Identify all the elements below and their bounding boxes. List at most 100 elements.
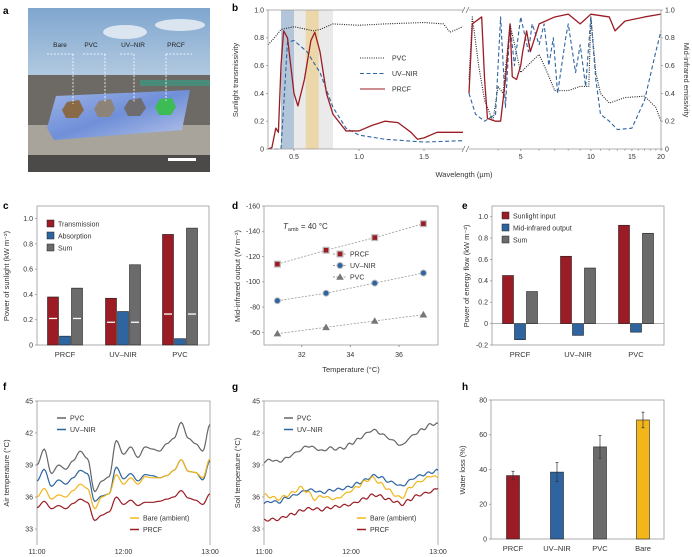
y-tick-label: 80 xyxy=(479,397,487,404)
y-tick-label: -160 xyxy=(246,203,260,210)
bar-Sunlight input xyxy=(502,275,514,324)
y-tick-label: 42 xyxy=(25,430,33,437)
photo-cloud xyxy=(103,25,147,39)
x-tick-label: 13:00 xyxy=(429,549,447,556)
bar-Absorption xyxy=(117,311,129,346)
photo-label: UV–NIR xyxy=(121,42,145,49)
x-tick-label: PRCF xyxy=(503,544,524,553)
y-tick-label: 0.4 xyxy=(254,91,264,98)
legend-label: PVC xyxy=(392,55,406,62)
y-tick-label: 36 xyxy=(25,494,33,501)
axis-break-mark xyxy=(465,145,470,153)
bar-Mid-infrared output xyxy=(514,323,526,340)
photo-sample-pvc xyxy=(94,99,115,117)
bar-Sum xyxy=(526,291,538,324)
series-line-UV–NIR xyxy=(36,459,211,502)
panel-label-b: b xyxy=(232,3,238,14)
data-point-PRCF xyxy=(323,247,329,253)
x-tick-label: 1.0 xyxy=(354,154,364,161)
series-line-Bare (ambient) xyxy=(36,458,211,510)
x-tick-label: UV–NIR xyxy=(543,544,571,553)
y-axis-label: Air temperature (°C) xyxy=(2,439,11,507)
x-axis-label: Wavelength (µm) xyxy=(436,170,493,179)
series-line-right-UV–NIR xyxy=(468,16,662,131)
series-line-PRCF xyxy=(263,487,439,522)
x-tick-label: 5 xyxy=(519,154,523,161)
data-point-UV–NIR xyxy=(372,280,378,286)
legend-marker xyxy=(336,273,344,280)
y-tick-label: 1.0 xyxy=(23,216,33,223)
bar-Sum xyxy=(642,232,654,324)
photo-label: PVC xyxy=(84,42,98,49)
legend-label: PRCF xyxy=(350,251,369,258)
bar-Transmission xyxy=(162,234,174,346)
x-tick-label: Bare xyxy=(635,544,651,553)
series-line-UV–NIR xyxy=(263,468,439,505)
photo-sample-prcf xyxy=(155,98,176,115)
legend-label: Mid-infrared output xyxy=(513,226,572,233)
y-tick-label: 0.6 xyxy=(254,63,264,70)
x-axis-label: Temperature (°C) xyxy=(322,365,380,374)
panel-label-d: d xyxy=(232,201,238,212)
photo-wall xyxy=(28,155,210,172)
annotation-tamb: Tamb = 40 °C xyxy=(283,222,328,233)
x-tick-label: PVC xyxy=(172,350,188,359)
photo-label: PRCF xyxy=(167,42,185,49)
legend-label: PRCF xyxy=(143,527,162,534)
bar-Absorption xyxy=(59,335,71,346)
bar-Sum xyxy=(71,287,83,346)
photo-cloud xyxy=(155,19,205,31)
y-tick-label: 0.6 xyxy=(23,267,33,274)
legend-label: UV–NIR xyxy=(350,263,376,270)
series-line-right-PRCF xyxy=(468,13,662,122)
legend-label: Sum xyxy=(58,246,73,253)
photo-building-roof xyxy=(140,80,210,86)
legend-label: Sunlight input xyxy=(513,214,555,221)
y-tick-label: 0 xyxy=(483,536,487,543)
y-tick-label: 0.6 xyxy=(665,63,675,70)
x-tick-label: 32 xyxy=(298,352,306,359)
y-tick-label: -80 xyxy=(250,304,260,311)
data-point-PVC xyxy=(273,329,282,337)
bar-Sum xyxy=(186,227,198,346)
legend-swatch xyxy=(501,211,510,220)
series-line-Bare (ambient) xyxy=(263,475,439,502)
data-point-UV–NIR xyxy=(274,298,280,304)
series-line-left-PVC xyxy=(267,21,464,46)
legend-label: PVC xyxy=(70,415,84,422)
scale-bar xyxy=(168,158,196,161)
legend-swatch xyxy=(46,231,55,240)
fit-line-PRCF xyxy=(277,223,424,265)
y-tick-label: 33 xyxy=(25,526,33,533)
bar-Sunlight input xyxy=(618,224,630,324)
legend-label: UV–NIR xyxy=(297,427,323,434)
y-tick-label: 0.2 xyxy=(254,119,264,126)
data-point-UV–NIR xyxy=(323,290,329,296)
y-tick-label: 1.0 xyxy=(478,214,488,221)
bar-Bare xyxy=(636,419,650,540)
y-tick-label: 39 xyxy=(252,462,260,469)
bar-Mid-infrared output xyxy=(630,323,642,333)
y-axis-label-right: Mid-infrared emissivity xyxy=(682,43,691,118)
panel-label-g: g xyxy=(232,382,238,393)
x-tick-label: 11:00 xyxy=(29,549,46,556)
data-point-PRCF xyxy=(421,221,426,226)
bar-UV–NIR xyxy=(550,471,564,540)
x-tick-label: UV–NIR xyxy=(564,350,592,359)
y-axis-label: Water loss (%) xyxy=(458,445,467,494)
y-tick-label: 42 xyxy=(252,430,260,437)
panel-label-f: f xyxy=(3,382,7,393)
legend-label: PRCF xyxy=(370,527,389,534)
legend-swatch xyxy=(46,243,55,252)
shaded-band xyxy=(281,10,294,149)
y-axis-label: Soil temperature (°C) xyxy=(233,437,242,508)
photo-foil-box xyxy=(47,90,190,140)
legend-swatch xyxy=(501,223,510,232)
x-tick-label: 36 xyxy=(395,352,403,359)
y-tick-label: 36 xyxy=(252,494,260,501)
y-tick-label: 0 xyxy=(29,342,33,349)
legend-label: PVC xyxy=(350,274,364,281)
y-tick-label: 40 xyxy=(479,467,487,474)
legend-label: Transmission xyxy=(58,222,99,229)
bar-Absorption xyxy=(174,338,186,346)
